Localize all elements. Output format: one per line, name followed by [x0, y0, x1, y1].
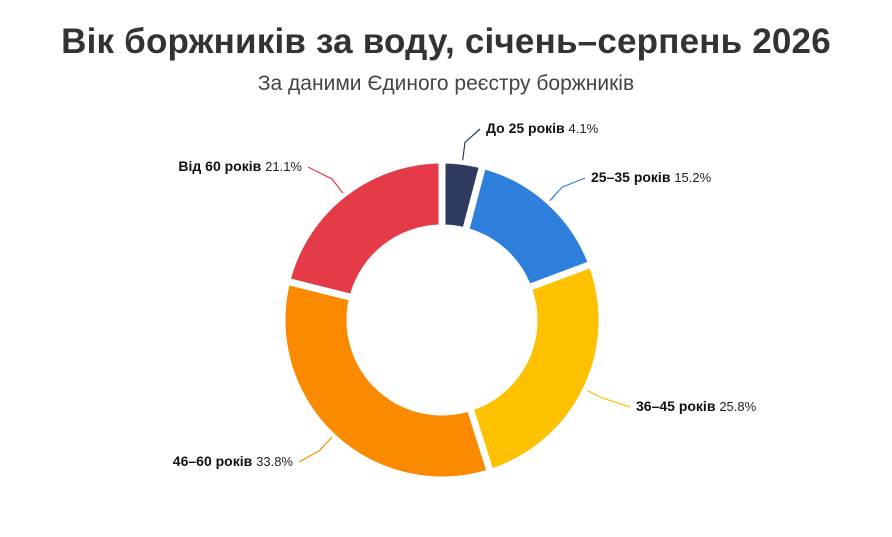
slice-category-4: 46–60 років — [173, 453, 256, 469]
donut-slice-2 — [468, 168, 589, 285]
slice-category-5: Від 60 років — [178, 158, 265, 174]
slice-value-1: 4.1% — [569, 121, 599, 136]
leader-line-2 — [549, 177, 586, 201]
slice-label-3: 36–45 років 25.8% — [636, 398, 757, 414]
slice-label-2: 25–35 років 15.2% — [591, 169, 712, 185]
slice-value-4: 33.8% — [256, 454, 293, 469]
slice-category-1: До 25 років — [486, 120, 569, 136]
chart-title: Вік боржників за воду, січень–серпень 20… — [61, 22, 831, 61]
leader-line-4 — [298, 436, 333, 463]
leader-line-5 — [307, 166, 344, 194]
slice-value-3: 25.8% — [719, 399, 756, 414]
slice-category-3: 36–45 років — [636, 398, 719, 414]
slice-label-4: 46–60 років 33.8% — [173, 453, 294, 469]
leader-line-1 — [462, 128, 481, 161]
slice-category-2: 25–35 років — [591, 169, 674, 185]
slice-value-2: 15.2% — [674, 170, 711, 185]
leader-line-3 — [586, 389, 631, 408]
donut-slice-1 — [444, 162, 480, 228]
slice-value-5: 21.1% — [265, 159, 302, 174]
donut-slice-4 — [284, 284, 488, 478]
donut-slice-3 — [473, 267, 600, 470]
donut-slice-5 — [289, 162, 440, 295]
slice-label-1: До 25 років 4.1% — [486, 120, 599, 136]
chart-subtitle: За даними Єдиного реєстру боржників — [257, 72, 635, 95]
slice-label-5: Від 60 років 21.1% — [178, 158, 302, 174]
